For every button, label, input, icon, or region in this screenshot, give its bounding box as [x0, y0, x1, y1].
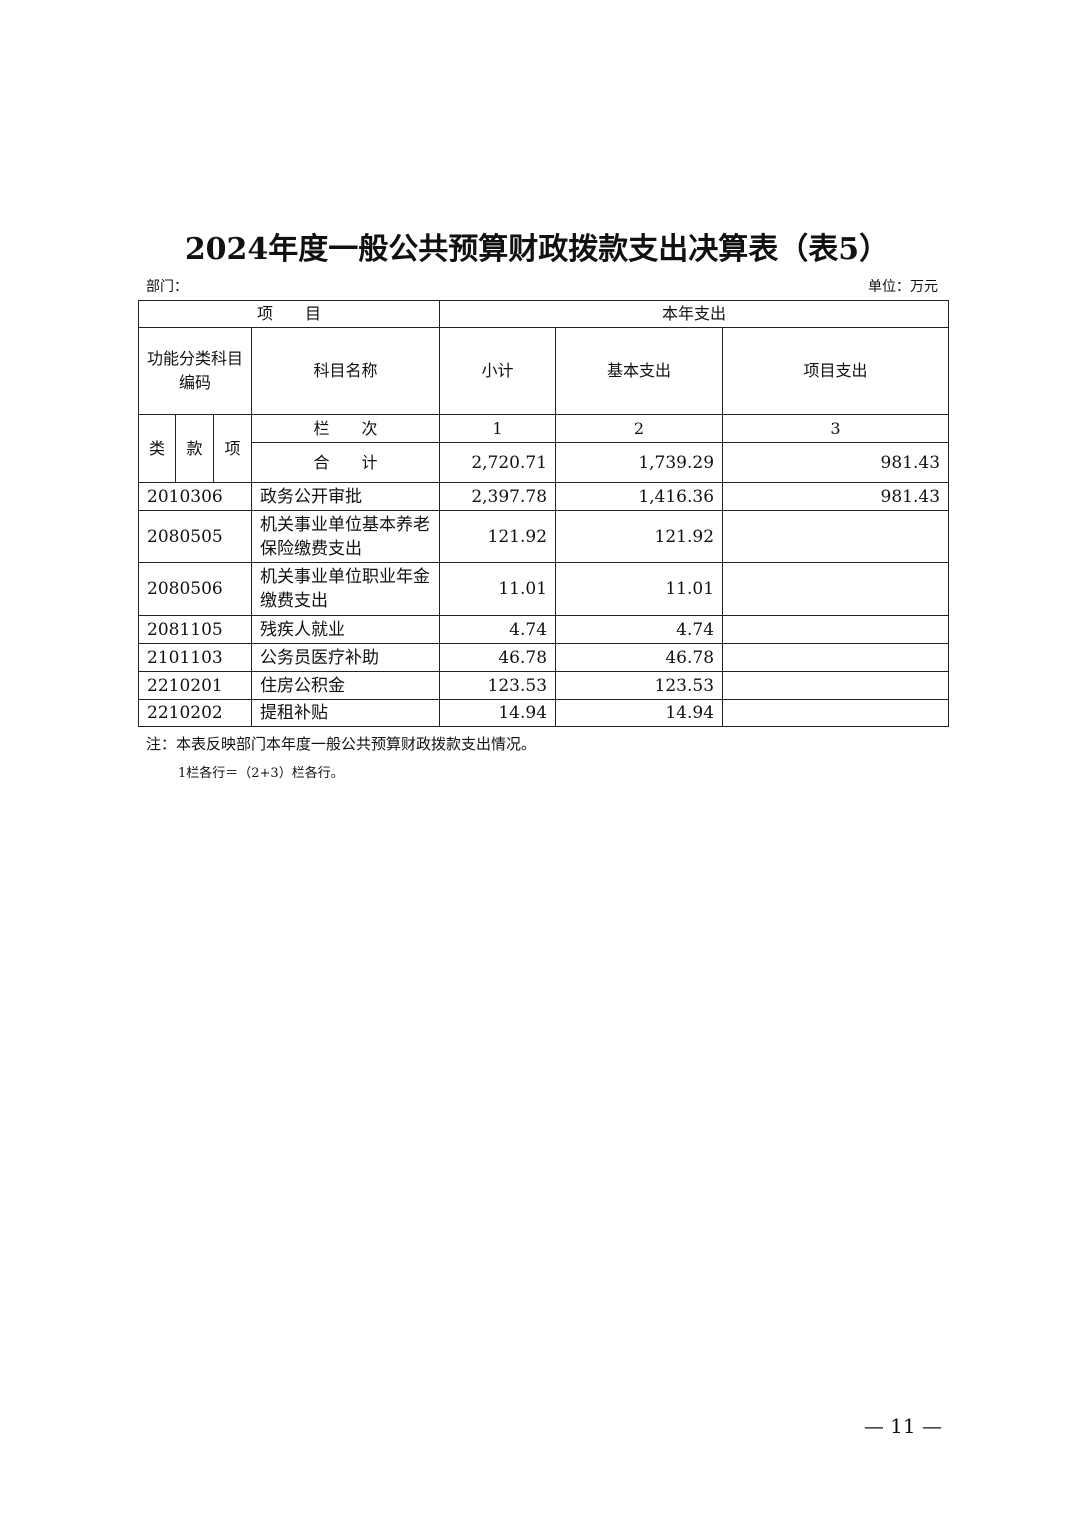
total-row: 合 计 2,720.71 1,739.29 981.43 — [139, 442, 950, 483]
header-name: 科目名称 — [250, 327, 441, 415]
header-project: 项目支出 — [722, 327, 950, 415]
row-subtotal: 123.53 — [439, 671, 557, 700]
row-subtotal: 121.92 — [439, 510, 557, 563]
row-basic: 1,416.36 — [555, 482, 724, 511]
header-lei: 类 — [138, 414, 176, 483]
table-row: 2010306 政务公开审批 2,397.78 1,416.36 981.43 — [138, 482, 950, 511]
col-no-2: 2 — [555, 414, 724, 443]
row-subtotal: 14.94 — [439, 699, 557, 727]
total-subtotal: 2,720.71 — [439, 442, 557, 483]
table-row: 2081105 残疾人就业 4.74 4.74 — [138, 615, 950, 644]
expenditure-table: 项 目 本年支出 功能分类科目编码 科目名称 小计 基本支出 项目支出 类 款 … — [137, 300, 950, 727]
note: 1栏各行＝（2+3）栏各行。 — [178, 766, 344, 781]
row-name: 机关事业单位职业年金缴费支出 — [250, 562, 441, 616]
row-subtotal: 2,397.78 — [439, 482, 557, 511]
row-code: 2081105 — [138, 615, 252, 644]
table-row: 2210201 住房公积金 123.53 123.53 — [138, 671, 950, 700]
row-basic: 14.94 — [555, 699, 724, 727]
table-row: 2080505 机关事业单位基本养老保险缴费支出 121.92 121.92 — [138, 510, 950, 563]
row-basic: 46.78 — [555, 643, 724, 672]
header-code: 功能分类科目编码 — [138, 327, 252, 415]
row-code: 2101103 — [138, 643, 252, 672]
table-row: 2101103 公务员医疗补助 46.78 46.78 — [138, 643, 950, 672]
row-project — [722, 562, 950, 616]
row-subtotal: 4.74 — [439, 615, 557, 644]
total-basic: 1,739.29 — [555, 442, 724, 483]
col-no-1: 1 — [439, 414, 557, 443]
row-project — [722, 671, 950, 700]
row-name: 提租补贴 — [250, 699, 441, 727]
row-name: 残疾人就业 — [250, 615, 441, 644]
header-kuan: 款 — [175, 414, 214, 483]
page-number: — 11 — — [863, 1414, 942, 1438]
table-row: 2210202 提租补贴 14.94 14.94 — [138, 699, 950, 727]
header-basic: 基本支出 — [555, 327, 724, 415]
row-project — [722, 643, 950, 672]
row-name: 住房公积金 — [250, 671, 441, 700]
page-title: 2024年度一般公共预算财政拨款支出决算表（表5） — [184, 232, 890, 267]
department-label: 部门： — [146, 279, 188, 295]
row-code: 2080505 — [138, 510, 252, 563]
row-project — [722, 699, 950, 727]
header-column-no: 栏 次 — [250, 414, 441, 443]
col-no-3: 3 — [722, 414, 950, 443]
row-name: 政务公开审批 — [250, 482, 441, 511]
header-current-year: 本年支出 — [439, 300, 950, 328]
row-subtotal: 11.01 — [439, 562, 557, 616]
header-subtotal: 小计 — [439, 327, 557, 415]
total-label: 合 计 — [250, 442, 441, 483]
total-project: 981.43 — [722, 442, 950, 483]
row-code: 2210201 — [138, 671, 252, 700]
row-project — [722, 615, 950, 644]
row-basic: 123.53 — [555, 671, 724, 700]
header-item: 项 目 — [137, 300, 441, 328]
row-code: 2010306 — [138, 482, 252, 511]
row-basic: 4.74 — [555, 615, 724, 644]
note: 注：本表反映部门本年度一般公共预算财政拨款支出情况。 — [146, 735, 537, 753]
unit-label: 单位：万元 — [868, 279, 938, 295]
row-basic: 11.01 — [555, 562, 724, 616]
row-basic: 121.92 — [555, 510, 724, 563]
header-xiang: 项 — [213, 414, 252, 483]
table-row: 2080506 机关事业单位职业年金缴费支出 11.01 11.01 — [138, 562, 950, 616]
row-project: 981.43 — [722, 482, 950, 511]
row-name: 机关事业单位基本养老保险缴费支出 — [250, 510, 441, 563]
row-name: 公务员医疗补助 — [250, 643, 441, 672]
row-code: 2080506 — [138, 562, 252, 616]
row-code: 2210202 — [138, 699, 252, 727]
row-subtotal: 46.78 — [439, 643, 557, 672]
row-project — [722, 510, 950, 563]
